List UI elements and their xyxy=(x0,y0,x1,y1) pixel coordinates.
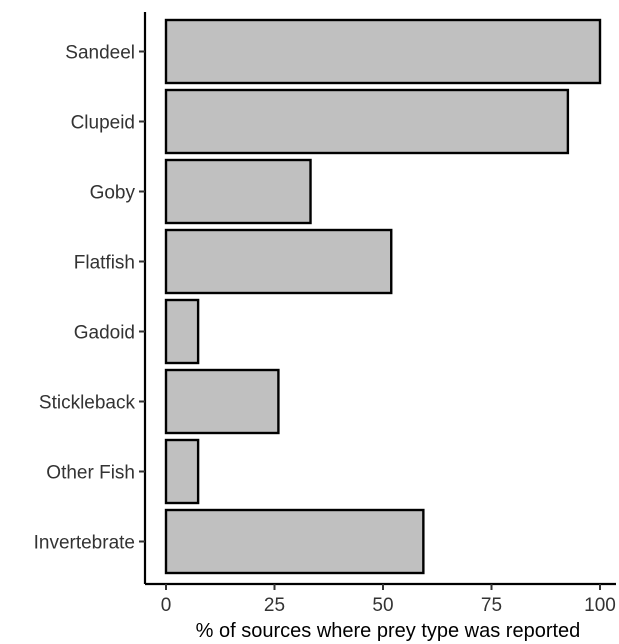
y-tick-label-gadoid: Gadoid xyxy=(74,323,135,344)
x-tick-label-0: 0 xyxy=(161,595,172,616)
bar-stickleback xyxy=(164,368,280,435)
x-tick-label-25: 25 xyxy=(264,595,285,616)
bar-other-fish xyxy=(164,438,200,505)
bar-sandeel xyxy=(164,18,602,85)
y-tick-label-stickleback: Stickleback xyxy=(39,393,136,414)
bar-gadoid xyxy=(164,298,200,365)
y-axis: Sandeel Clupeid Goby Flatfish Gadoid Stickleb… xyxy=(34,12,147,584)
x-axis: 0 25 50 75 100 xyxy=(145,582,616,616)
y-tick-label-sandeel: Sandeel xyxy=(65,43,135,64)
x-axis-title: % of sources where prey type was reporte… xyxy=(196,620,581,642)
bar-goby xyxy=(164,158,312,225)
y-tick-label-goby: Goby xyxy=(90,183,136,204)
x-tick-label-75: 75 xyxy=(481,595,502,616)
bar-clupeid xyxy=(164,88,570,155)
y-tick-label-invertebrate: Invertebrate xyxy=(34,533,135,554)
y-tick-label-flatfish: Flatfish xyxy=(74,253,135,274)
y-tick-label-clupeid: Clupeid xyxy=(71,113,135,134)
bar-flatfish xyxy=(164,228,393,295)
x-tick-label-100: 100 xyxy=(584,595,616,616)
y-tick-label-other-fish: Other Fish xyxy=(46,463,135,484)
x-tick-label-50: 50 xyxy=(372,595,393,616)
bars-layer xyxy=(164,18,602,575)
bar-invertebrate xyxy=(164,508,425,575)
